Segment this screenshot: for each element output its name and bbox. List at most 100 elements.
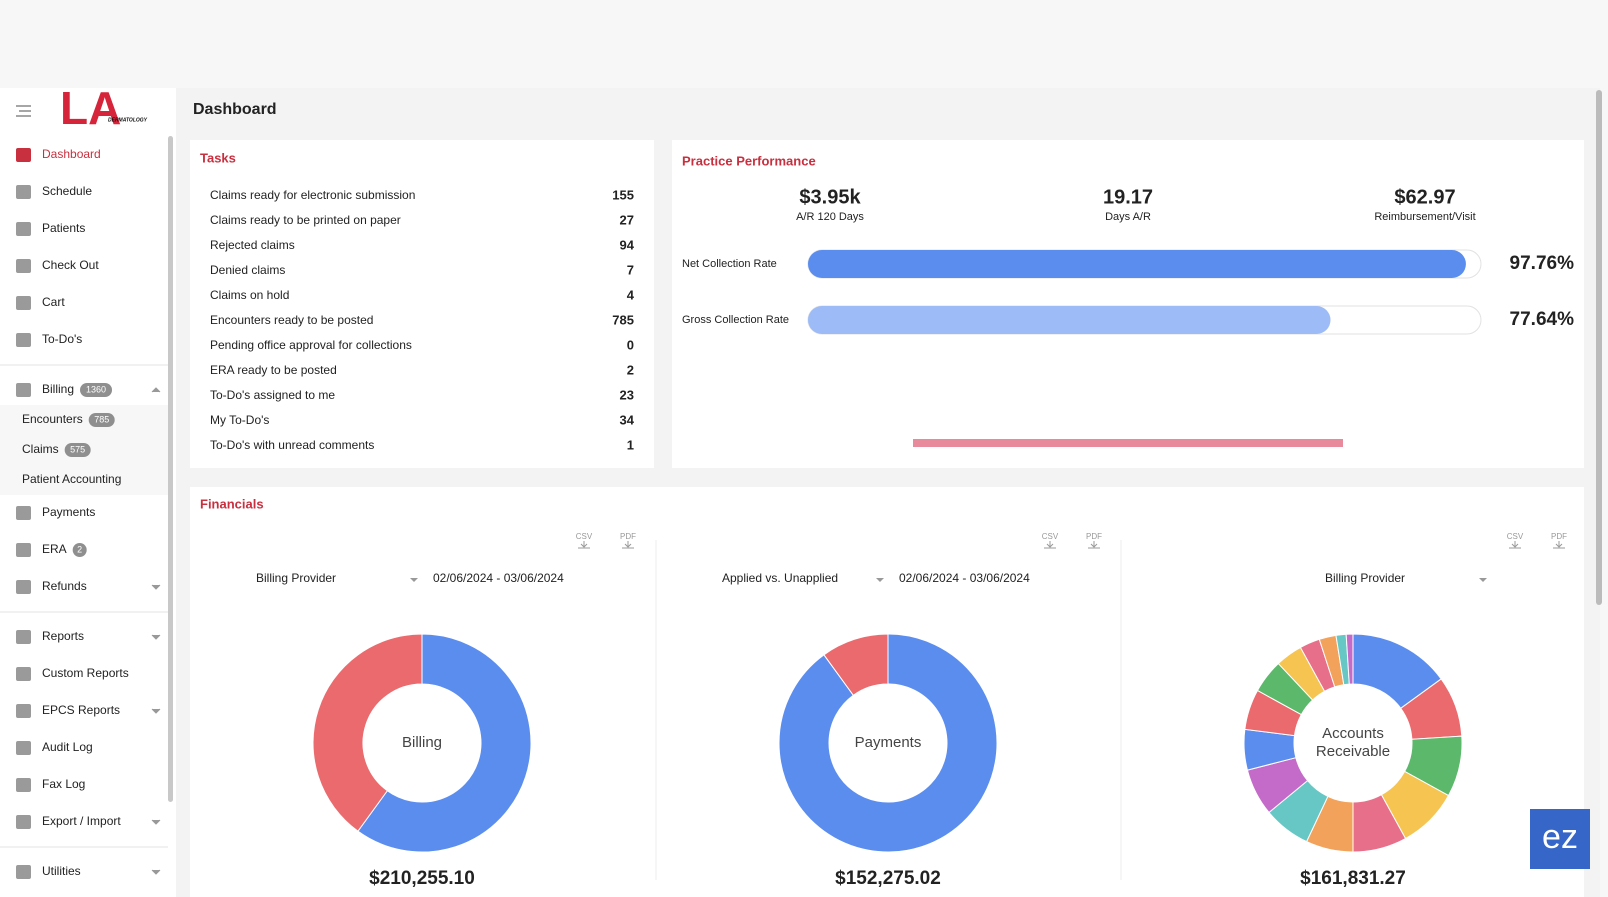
donut-center-label: Billing [402,734,442,751]
date-range[interactable]: 02/06/2024 - 03/06/2024 [899,571,1030,585]
menu-icon [16,741,31,755]
donut-segment[interactable] [312,633,423,832]
menu-item[interactable]: Custom Reports [42,666,129,680]
scroll-indicator [913,439,1343,447]
export-icon[interactable] [578,541,590,549]
task-label[interactable]: ERA ready to be posted [210,363,337,377]
rate-value: 97.76% [1510,253,1575,274]
export-label[interactable]: CSV [1507,532,1524,541]
task-label[interactable]: Rejected claims [210,238,295,252]
menu-item[interactable]: Patient Accounting [22,472,121,486]
task-label[interactable]: Claims on hold [210,288,289,302]
performance-card [672,140,1584,468]
dropdown-arrow[interactable] [410,578,418,582]
menu-item[interactable]: Utilities [42,864,81,878]
menu-item[interactable]: ERA [42,542,67,556]
donut-segment[interactable] [823,633,889,696]
menu-item[interactable]: Dashboard [42,147,101,161]
panel-total: $161,831.27 [1300,868,1406,889]
menu-item[interactable]: Claims [22,442,59,456]
task-count: 155 [612,187,634,202]
task-label[interactable]: My To-Do's [210,413,269,427]
metric-value: $62.97 [1394,186,1455,208]
menu-item[interactable]: To-Do's [42,332,82,346]
chevron[interactable] [151,387,161,393]
date-range[interactable]: 02/06/2024 - 03/06/2024 [433,571,564,585]
tasks-card [190,140,654,468]
submenu-bg [0,405,168,435]
menu-item[interactable]: Refunds [42,579,87,593]
menu-item[interactable]: Fax Log [42,777,85,791]
chevron[interactable] [151,819,161,825]
filter-select[interactable]: Billing Provider [256,571,336,585]
export-label[interactable]: PDF [620,532,636,541]
filter-select[interactable]: Applied vs. Unapplied [722,571,838,585]
rate-bar [808,306,1331,334]
menu-item[interactable]: Audit Log [42,740,93,754]
rate-label: Net Collection Rate [682,258,777,270]
menu-item[interactable]: Billing [42,382,74,396]
metric-value: $3.95k [799,186,861,208]
menu-item[interactable]: Cart [42,295,65,309]
hamburger-icon[interactable] [16,105,31,117]
task-label[interactable]: Claims ready for electronic submission [210,188,415,202]
dropdown-arrow[interactable] [876,578,884,582]
chevron[interactable] [151,869,161,875]
menu-item[interactable]: Payments [42,505,95,519]
rate-label: Gross Collection Rate [682,314,789,326]
export-label[interactable]: PDF [1086,532,1102,541]
export-icon[interactable] [1088,541,1100,549]
filter-select[interactable]: Billing Provider [1325,571,1405,585]
menu-item[interactable]: Reports [42,629,84,643]
menu-item[interactable]: Check Out [42,258,99,272]
menu-item[interactable]: EPCS Reports [42,703,120,717]
export-label[interactable]: CSV [576,532,593,541]
export-icon[interactable] [1044,541,1056,549]
chevron[interactable] [151,584,161,590]
metric-value: 19.17 [1103,186,1153,208]
task-count: 34 [620,412,635,427]
menu-icon [16,580,31,594]
donut-segment[interactable] [357,633,532,853]
badge [80,383,113,397]
task-count: 94 [620,237,635,252]
export-label[interactable]: PDF [1551,532,1567,541]
metric-label: Days A/R [1105,211,1151,223]
chevron[interactable] [151,634,161,640]
page-title: Dashboard [193,101,277,118]
menu-icon [16,704,31,718]
menu-icon [16,259,31,273]
task-label[interactable]: Encounters ready to be posted [210,313,373,327]
task-count: 2 [627,362,634,377]
export-icon[interactable] [1553,541,1565,549]
export-label[interactable]: CSV [1042,532,1059,541]
sidebar-scrollbar [168,136,173,802]
menu-icon [16,222,31,236]
performance-title: Practice Performance [682,153,816,168]
donut-center-label: Receivable [1316,743,1390,760]
menu-icon [16,630,31,644]
donut-segment[interactable] [778,633,998,853]
export-icon[interactable] [622,541,634,549]
task-label[interactable]: Denied claims [210,263,285,277]
task-label[interactable]: Pending office approval for collections [210,338,412,352]
task-label[interactable]: To-Do's with unread comments [210,438,374,452]
task-label[interactable]: Claims ready to be printed on paper [210,213,401,227]
menu-icon [16,333,31,347]
menu-item[interactable]: Patients [42,221,85,235]
menu-item[interactable]: Export / Import [42,814,121,828]
rate-value: 77.64% [1510,309,1575,330]
chevron[interactable] [151,708,161,714]
menu-item[interactable]: Encounters [22,412,83,426]
export-icon[interactable] [1509,541,1521,549]
donut-segment[interactable] [1345,633,1354,685]
panel-total: $210,255.10 [369,868,475,889]
task-count: 7 [627,262,634,277]
task-label[interactable]: To-Do's assigned to me [210,388,335,402]
menu-icon [16,778,31,792]
dropdown-arrow[interactable] [1479,578,1487,582]
menu-icon [16,296,31,310]
menu-item[interactable]: Schedule [42,184,92,198]
